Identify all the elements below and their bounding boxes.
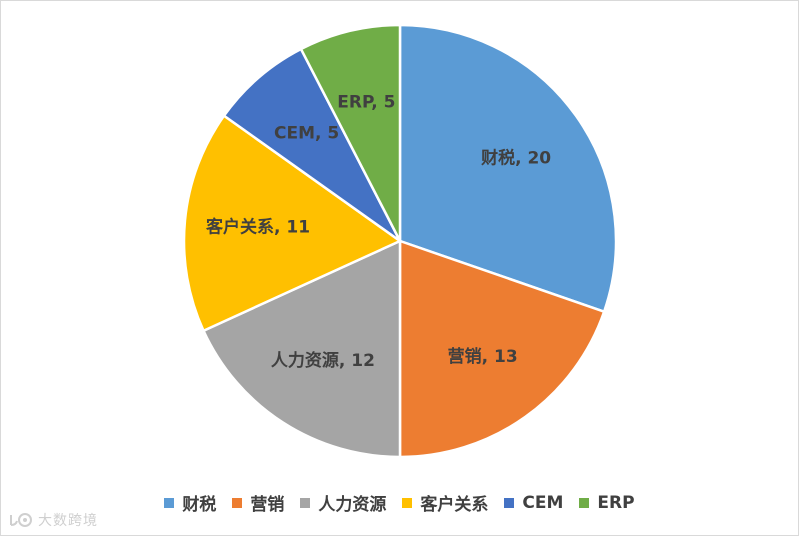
legend-item-1: 营销 <box>232 490 284 515</box>
pie-data-label-5: ERP, 5 <box>337 92 395 112</box>
legend: 财税 营销 人力资源 客户关系 CEM ERP <box>0 490 799 515</box>
legend-label-1: 营销 <box>250 495 285 515</box>
legend-swatch-0 <box>164 497 175 508</box>
legend-item-3: 客户关系 <box>402 490 488 515</box>
logo-icon <box>10 513 32 527</box>
legend-label-3: 客户关系 <box>420 495 489 515</box>
pie-slice-3 <box>182 114 402 332</box>
legend-label-0: 财税 <box>182 495 217 515</box>
legend-swatch-3 <box>402 497 413 508</box>
watermark: 大数跨境 <box>8 510 98 530</box>
pie-data-label-4: CEM, 5 <box>274 123 339 143</box>
legend-swatch-2 <box>300 497 311 508</box>
legend-swatch-4 <box>504 497 515 508</box>
legend-item-4: CEM <box>504 493 563 513</box>
legend-label-2: 人力资源 <box>318 495 387 515</box>
legend-swatch-5 <box>579 497 590 508</box>
pie-data-labels: 财税, 20 营销, 13 人力资源, 12 客户关系, 11 CEM, 5 ERP, 5 <box>205 92 551 370</box>
pie-slice-1 <box>398 239 606 459</box>
pie-slices <box>182 23 618 459</box>
legend-item-5: ERP <box>579 492 635 513</box>
pie-data-label-3: 客户关系, 11 <box>205 216 310 237</box>
legend-item-0: 财税 <box>164 490 216 515</box>
legend-label-4: CEM <box>522 492 564 513</box>
pie-data-label-0: 财税, 20 <box>480 147 551 168</box>
pie-data-label-1: 营销, 13 <box>448 346 518 367</box>
pie-slice-4 <box>222 47 402 243</box>
legend-item-2: 人力资源 <box>300 490 386 515</box>
legend-label-5: ERP <box>597 492 635 513</box>
pie-slice-2 <box>202 239 402 459</box>
pie-slice-5 <box>299 23 402 243</box>
watermark-text: 大数跨境 <box>38 513 98 529</box>
pie-data-label-2: 人力资源, 12 <box>271 350 375 371</box>
pie-slice-0 <box>398 23 618 313</box>
legend-swatch-1 <box>232 497 243 508</box>
